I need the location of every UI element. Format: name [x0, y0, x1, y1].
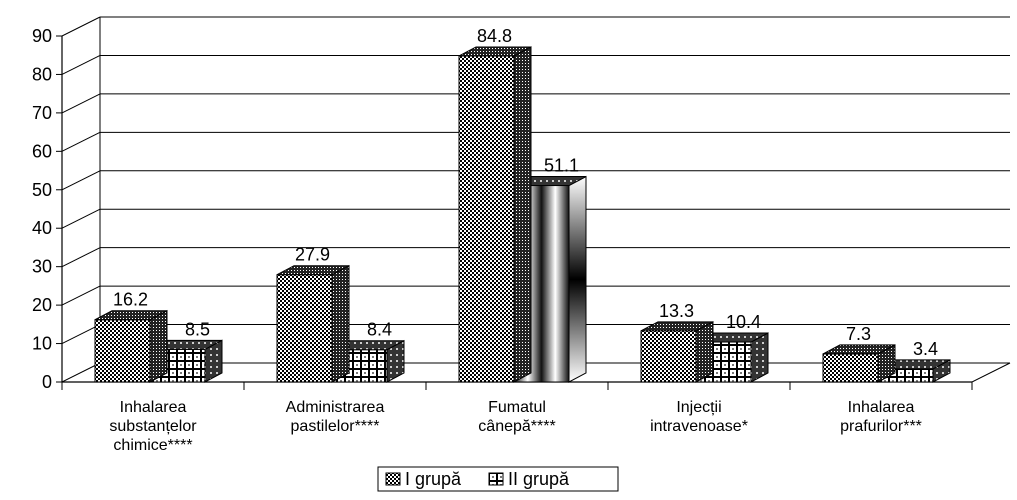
bar-1: [640, 321, 714, 383]
bar-top: [276, 265, 350, 276]
data-label: 7.3: [846, 324, 871, 344]
bars: [94, 46, 951, 383]
data-label: 84.8: [477, 26, 512, 46]
bar-top: [822, 344, 896, 355]
data-label: 27.9: [295, 245, 330, 265]
y-tick-label: 0: [42, 372, 52, 392]
legend-label: I grupă: [405, 469, 462, 489]
gridline-side: [61, 285, 101, 306]
category-label: substanțelor: [109, 418, 197, 435]
category-label: Inhalarea: [120, 399, 187, 416]
y-tick-label: 70: [32, 103, 52, 123]
axes: 0 10 20 30 40 50 60 70 80 90: [32, 26, 1011, 392]
data-label: 16.2: [113, 290, 148, 310]
data-label: 8.5: [185, 319, 210, 339]
data-label: 51.1: [544, 156, 579, 176]
y-tick-label: 50: [32, 180, 52, 200]
gridline-side: [61, 93, 101, 114]
bar-1: [94, 309, 168, 383]
data-label: 3.4: [913, 339, 938, 359]
legend-swatch: [385, 472, 401, 486]
legend-box: [377, 466, 619, 492]
gridline-side: [61, 247, 101, 268]
bar-front: [640, 330, 697, 383]
floor-edge: [971, 362, 1011, 383]
bar-front: [458, 55, 515, 383]
bar-1: [276, 264, 350, 383]
category-label: prafurilor***: [840, 418, 922, 435]
bar-front: [822, 353, 879, 383]
gridline-side: [61, 16, 101, 37]
data-label: 10.4: [726, 312, 761, 332]
bar-top: [458, 46, 532, 57]
gridline-side: [61, 131, 101, 152]
y-tick-label: 20: [32, 295, 52, 315]
gridline-side: [61, 362, 101, 383]
y-tick-label: 40: [32, 218, 52, 238]
category-labels: Inhalarea substanțelor chimice**** Administ…: [109, 399, 921, 454]
bar-front: [94, 319, 151, 383]
bar-top: [94, 310, 168, 321]
gridline-side: [61, 170, 101, 191]
y-tick-label: 10: [32, 334, 52, 354]
category-label: intravenoase*: [650, 418, 748, 435]
bar-side: [513, 46, 532, 383]
y-tick-label: 80: [32, 64, 52, 84]
legend: I grupă II grupă: [377, 466, 619, 492]
data-label: 13.3: [659, 301, 694, 321]
data-label: 8.4: [367, 320, 392, 340]
gridline-side: [61, 324, 101, 345]
data-labels: 16.2 8.5 27.9 8.4 84.8 51.1 13.3 10.4 7.3 3.4: [113, 26, 938, 359]
bar-side: [331, 264, 350, 383]
legend-label: II grupă: [508, 469, 570, 489]
category-label: chimice****: [113, 437, 192, 454]
bar-side: [149, 309, 168, 383]
category-label: cânepă****: [478, 418, 555, 435]
category-label: Inhalarea: [848, 399, 915, 416]
y-tick-label: 60: [32, 141, 52, 161]
y-tick-label: 30: [32, 257, 52, 277]
gridline-side: [61, 54, 101, 75]
y-tick-label: 90: [32, 26, 52, 46]
category-label: Injecții: [676, 399, 721, 416]
legend-swatch: [488, 472, 504, 486]
bar-1: [458, 46, 532, 383]
category-label: Fumatul: [488, 399, 546, 416]
bar-side: [568, 175, 587, 383]
category-label: Administrarea: [286, 399, 385, 416]
bar-front: [276, 274, 333, 383]
bar-top: [640, 321, 714, 332]
bar-side: [695, 321, 714, 383]
gridline-side: [61, 208, 101, 229]
bar-1: [822, 344, 896, 383]
category-label: pastilelor****: [291, 418, 380, 435]
